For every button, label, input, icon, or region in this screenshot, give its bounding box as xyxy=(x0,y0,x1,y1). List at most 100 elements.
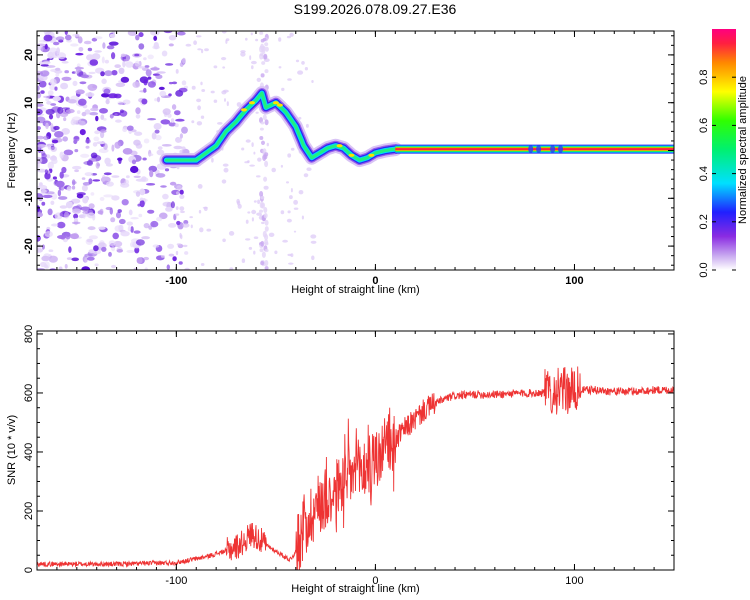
noise-blob xyxy=(143,87,147,93)
noise-blob xyxy=(163,31,173,34)
noise-blob xyxy=(47,161,54,169)
noise-blob xyxy=(44,169,49,175)
noise-blob xyxy=(310,240,317,244)
noise-blob xyxy=(61,76,72,81)
noise-blob xyxy=(135,191,141,197)
noise-blob xyxy=(264,119,269,126)
noise-blob xyxy=(114,93,122,99)
noise-blob xyxy=(89,59,99,66)
ridge-band-4 xyxy=(164,91,397,162)
noise-blob xyxy=(71,179,76,186)
noise-blob xyxy=(41,255,50,262)
noise-blob xyxy=(127,225,132,232)
noise-blob xyxy=(126,221,133,226)
noise-blob xyxy=(105,99,110,105)
x-tick-label: -100 xyxy=(165,575,187,587)
noise-blob xyxy=(49,85,56,91)
noise-blob xyxy=(135,34,140,41)
noise-blob xyxy=(140,197,144,201)
noise-blob xyxy=(156,71,166,74)
noise-blob xyxy=(190,224,193,229)
noise-blob xyxy=(65,201,73,209)
noise-blob xyxy=(126,175,130,179)
noise-blob xyxy=(51,193,58,200)
y-tick-label: -20 xyxy=(23,238,35,254)
noise-blob xyxy=(148,153,154,157)
noise-blob xyxy=(297,70,304,75)
noise-blob xyxy=(108,41,119,46)
noise-blob xyxy=(61,166,67,174)
noise-blob xyxy=(259,209,263,213)
noise-blob xyxy=(185,43,192,47)
noise-blob xyxy=(55,31,60,35)
noise-blob xyxy=(180,210,185,214)
noise-blob xyxy=(196,121,203,126)
noise-blob xyxy=(228,231,235,236)
noise-blob xyxy=(45,191,55,195)
noise-blob xyxy=(261,221,265,225)
noise-blob xyxy=(168,223,177,228)
noise-blob xyxy=(181,146,186,151)
bottom-xlabel: Height of straight line (km) xyxy=(291,583,419,595)
noise-blob xyxy=(68,246,72,254)
noise-blob xyxy=(81,111,87,117)
colorbar-label: Normalized spectral amplitude xyxy=(737,76,749,224)
noise-blob xyxy=(135,114,141,119)
noise-blob xyxy=(76,193,84,199)
noise-blob xyxy=(82,196,89,204)
snr-panel: -100 0 100 0 200 400 600 800 Height of straight… xyxy=(6,325,675,595)
noise-blob xyxy=(241,147,245,151)
noise-blob xyxy=(58,196,68,200)
noise-blob xyxy=(223,167,229,173)
bottom-axis-ticks: -100 0 100 0 200 400 600 800 xyxy=(23,325,675,587)
noise-blob xyxy=(172,256,177,262)
noise-blob xyxy=(179,149,184,154)
noise-blob xyxy=(155,74,163,79)
colorbar-tick-label: 0.0 xyxy=(698,262,710,277)
noise-blob xyxy=(41,153,47,159)
noise-blob xyxy=(251,65,254,70)
noise-blob xyxy=(222,238,226,243)
noise-blob xyxy=(164,168,170,172)
noise-blob xyxy=(111,70,118,76)
noise-blob xyxy=(203,206,208,211)
noise-blob xyxy=(37,248,44,253)
noise-blob xyxy=(197,105,202,111)
noise-blob xyxy=(134,247,140,254)
noise-blob xyxy=(264,266,269,270)
noise-blob xyxy=(84,253,93,257)
noise-blob xyxy=(184,251,189,255)
noise-blob xyxy=(40,90,45,94)
noise-blob xyxy=(280,164,283,168)
noise-blob xyxy=(117,209,122,213)
colorbar: 0.0 0.2 0.4 0.6 0.8 Normalized spectral ampl… xyxy=(698,29,749,278)
ridge-hotspot xyxy=(276,103,283,107)
noise-blob xyxy=(43,135,50,141)
y-tick-label: 800 xyxy=(23,325,35,343)
noise-blob xyxy=(115,82,126,88)
noise-blob xyxy=(108,251,112,257)
noise-blob xyxy=(93,136,100,142)
x-tick-label: 0 xyxy=(372,275,378,287)
y-tick-label: 400 xyxy=(23,443,35,461)
noise-blob xyxy=(56,52,67,60)
ridge-hotspot xyxy=(368,153,375,157)
noise-blob xyxy=(179,194,185,199)
noise-blob xyxy=(255,175,261,178)
noise-blob xyxy=(100,114,105,120)
noise-blob xyxy=(41,201,46,206)
noise-blob xyxy=(221,31,227,34)
noise-blob xyxy=(112,232,119,240)
noise-blob xyxy=(224,98,226,102)
noise-blob xyxy=(119,109,124,113)
noise-blob xyxy=(37,126,41,131)
noise-blob xyxy=(159,90,167,97)
noise-blob xyxy=(139,188,146,196)
noise-blob xyxy=(122,99,131,105)
noise-blob xyxy=(282,239,288,243)
noise-blob xyxy=(280,210,285,215)
noise-blob xyxy=(288,262,294,265)
noise-blob xyxy=(89,112,99,116)
colorbar-tick-label: 0.2 xyxy=(698,214,710,229)
noise-blob xyxy=(122,60,126,68)
